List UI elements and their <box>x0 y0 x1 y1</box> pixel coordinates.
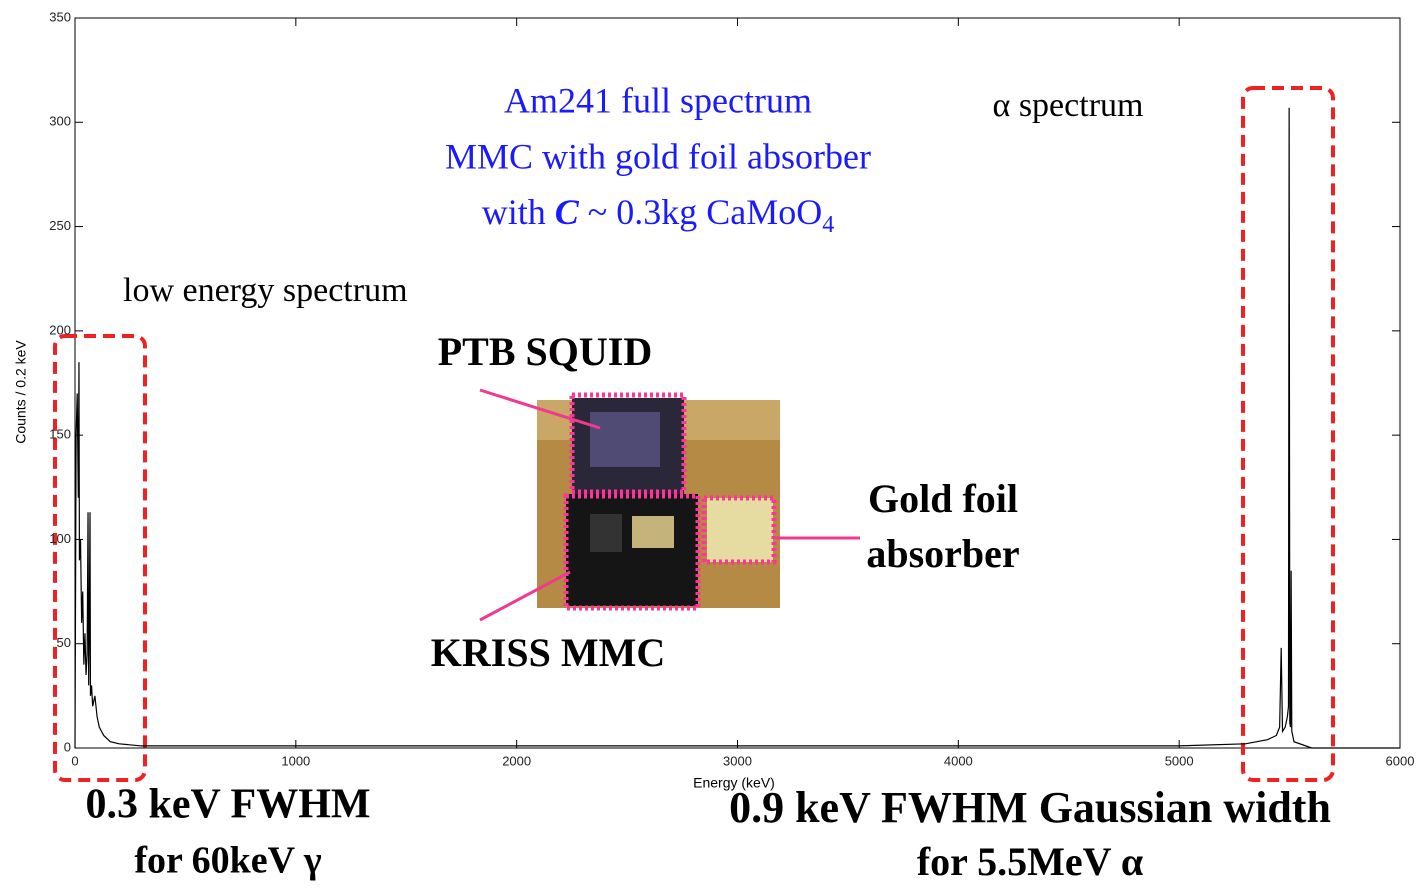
annotation: for 60keV γ <box>134 840 322 882</box>
y-tick-label: 0 <box>64 739 71 754</box>
title-part: 4 <box>822 212 834 238</box>
chart-title: MMC with gold foil absorber <box>445 136 871 176</box>
x-tick-label: 3000 <box>723 753 752 768</box>
x-tick-label: 6000 <box>1386 753 1415 768</box>
x-tick-label: 4000 <box>944 753 973 768</box>
annotation: 0.9 keV FWHM Gaussian width <box>729 783 1331 832</box>
title-part: ~ 0.3kg CaMoO <box>579 192 822 232</box>
y-tick-label: 300 <box>49 114 71 129</box>
title-part: C <box>555 192 580 232</box>
y-tick-label: 200 <box>49 322 71 337</box>
x-tick-label: 0 <box>71 753 78 768</box>
y-tick-label: 100 <box>49 531 71 546</box>
title-part: with <box>482 192 555 232</box>
plot-frame <box>75 18 1400 748</box>
annotation: α spectrum <box>993 87 1144 124</box>
x-tick-label: 5000 <box>1165 753 1194 768</box>
y-axis-label: Counts / 0.2 keV <box>13 340 29 444</box>
y-tick-label: 250 <box>49 218 71 233</box>
y-tick-label: 350 <box>49 9 71 24</box>
annotation: low energy spectrum <box>123 272 408 309</box>
annotation: absorber <box>866 531 1019 576</box>
photo-inset <box>537 395 780 608</box>
chart-title: Am241 full spectrum <box>504 80 812 120</box>
annotation: Gold foil <box>868 476 1018 521</box>
chart-title: with C ~ 0.3kg CaMoO4 <box>482 192 835 237</box>
x-tick-label: 2000 <box>502 753 531 768</box>
y-tick-label: 150 <box>49 427 71 442</box>
annotation: PTB SQUID <box>438 329 653 374</box>
x-tick-label: 1000 <box>281 753 310 768</box>
annotation: KRISS MMC <box>431 630 665 675</box>
chart: Energy (keV) Counts / 0.2 keV 0501001502… <box>0 0 1428 895</box>
annotation: for 5.5MeV α <box>917 839 1143 884</box>
y-tick-label: 50 <box>57 635 71 650</box>
annotation: 0.3 keV FWHM <box>85 782 370 828</box>
